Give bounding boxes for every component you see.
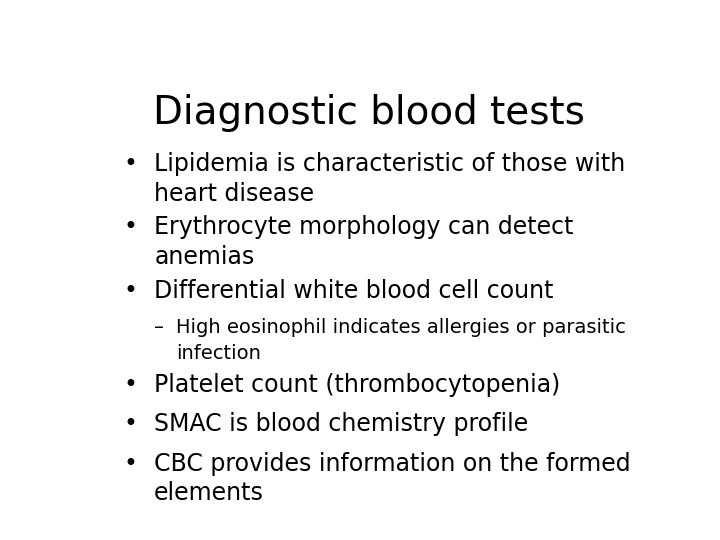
Text: Diagnostic blood tests: Diagnostic blood tests: [153, 94, 585, 132]
Text: CBC provides information on the formed: CBC provides information on the formed: [154, 451, 631, 476]
Text: anemias: anemias: [154, 245, 254, 269]
Text: Platelet count (thrombocytopenia): Platelet count (thrombocytopenia): [154, 373, 560, 396]
Text: •: •: [124, 373, 138, 396]
Text: infection: infection: [176, 343, 261, 362]
Text: Erythrocyte morphology can detect: Erythrocyte morphology can detect: [154, 215, 574, 239]
Text: Lipidemia is characteristic of those with: Lipidemia is characteristic of those wit…: [154, 152, 626, 176]
Text: elements: elements: [154, 481, 264, 505]
Text: heart disease: heart disease: [154, 182, 315, 206]
Text: •: •: [124, 451, 138, 476]
Text: •: •: [124, 279, 138, 302]
Text: •: •: [124, 215, 138, 239]
Text: Differential white blood cell count: Differential white blood cell count: [154, 279, 554, 302]
Text: •: •: [124, 412, 138, 436]
Text: •: •: [124, 152, 138, 176]
Text: SMAC is blood chemistry profile: SMAC is blood chemistry profile: [154, 412, 528, 436]
Text: –: –: [154, 318, 164, 337]
Text: High eosinophil indicates allergies or parasitic: High eosinophil indicates allergies or p…: [176, 318, 626, 337]
